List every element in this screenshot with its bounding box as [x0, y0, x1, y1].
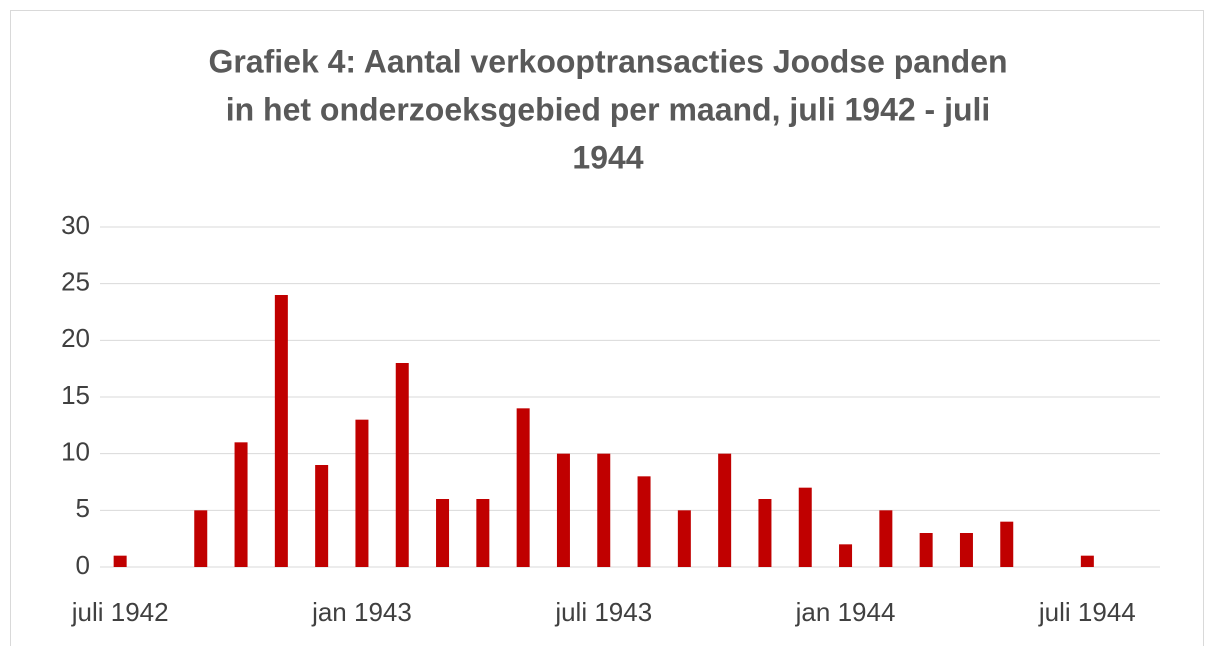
bar	[194, 510, 208, 567]
bar	[395, 363, 409, 567]
x-tick-label: juli 1942	[71, 597, 169, 627]
bar	[113, 555, 127, 567]
y-tick-label: 30	[61, 210, 90, 240]
bar	[315, 465, 329, 567]
bar	[355, 419, 369, 567]
bar	[516, 408, 530, 567]
bar	[1080, 555, 1094, 567]
y-tick-label: 15	[61, 380, 90, 410]
bar	[677, 510, 691, 567]
chart-title: 1944	[572, 139, 643, 175]
bar	[637, 476, 651, 567]
chart-title: Grafiek 4: Aantal verkooptransacties Joo…	[208, 43, 1007, 79]
y-tick-label: 10	[61, 437, 90, 467]
bar	[274, 295, 288, 567]
bar	[1000, 521, 1014, 567]
y-tick-label: 5	[76, 493, 90, 523]
y-tick-label: 20	[61, 323, 90, 353]
bar	[798, 487, 812, 567]
bar	[839, 544, 853, 567]
bar	[234, 442, 248, 567]
x-tick-label: jan 1943	[311, 597, 412, 627]
bar	[476, 499, 490, 567]
bar	[597, 453, 611, 567]
bar	[879, 510, 893, 567]
x-tick-label: juli 1944	[1038, 597, 1136, 627]
x-tick-label: jan 1944	[795, 597, 896, 627]
bar	[436, 499, 450, 567]
bar	[919, 533, 933, 567]
bar	[959, 533, 973, 567]
bar	[556, 453, 570, 567]
y-tick-label: 25	[61, 267, 90, 297]
chart-title: in het onderzoeksgebied per maand, juli …	[226, 91, 991, 127]
y-tick-label: 0	[76, 550, 90, 580]
x-tick-label: juli 1943	[554, 597, 652, 627]
bar	[758, 499, 772, 567]
bar	[718, 453, 732, 567]
